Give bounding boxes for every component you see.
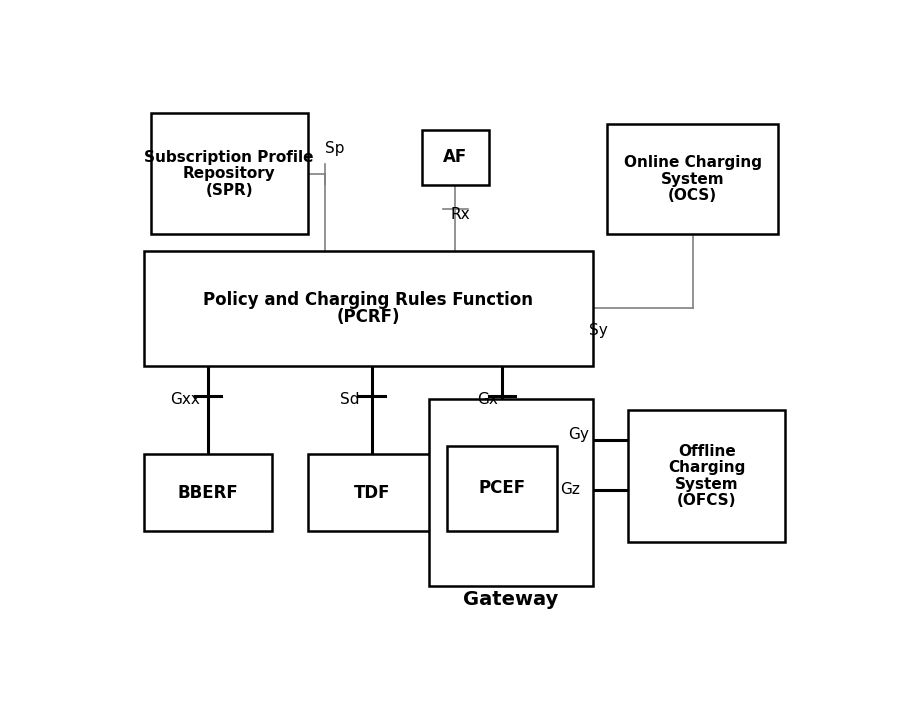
Text: Policy and Charging Rules Function: Policy and Charging Rules Function: [203, 291, 532, 309]
Text: (OFCS): (OFCS): [676, 493, 736, 508]
Text: Repository: Repository: [183, 166, 275, 181]
Text: Gy: Gy: [567, 427, 588, 442]
Bar: [143, 251, 592, 366]
Text: (PCRF): (PCRF): [336, 308, 400, 326]
Text: Rx: Rx: [449, 207, 470, 222]
Text: System: System: [675, 477, 738, 492]
Text: Gx: Gx: [477, 391, 497, 406]
Bar: [428, 399, 592, 586]
Text: Sy: Sy: [588, 323, 607, 338]
Text: AF: AF: [443, 148, 467, 166]
Bar: [143, 454, 272, 531]
Text: Gxx: Gxx: [170, 391, 200, 406]
Text: Sd: Sd: [339, 391, 358, 406]
Text: PCEF: PCEF: [478, 479, 525, 498]
Text: (OCS): (OCS): [667, 188, 716, 203]
Text: Online Charging: Online Charging: [623, 155, 761, 170]
Text: System: System: [660, 171, 723, 186]
Text: Charging: Charging: [667, 461, 744, 476]
Text: Gz: Gz: [560, 482, 580, 497]
Text: Subscription Profile: Subscription Profile: [144, 150, 313, 165]
Text: BBERF: BBERF: [177, 483, 238, 501]
Text: Sp: Sp: [325, 141, 345, 156]
Text: (SPR): (SPR): [205, 183, 253, 198]
Text: Offline: Offline: [677, 444, 735, 459]
Bar: [628, 410, 784, 542]
Bar: [151, 113, 307, 234]
Bar: [607, 124, 777, 234]
Text: TDF: TDF: [353, 483, 390, 501]
Bar: [307, 454, 436, 531]
Bar: [421, 130, 489, 185]
Text: Gateway: Gateway: [462, 590, 558, 609]
Bar: [446, 446, 557, 531]
